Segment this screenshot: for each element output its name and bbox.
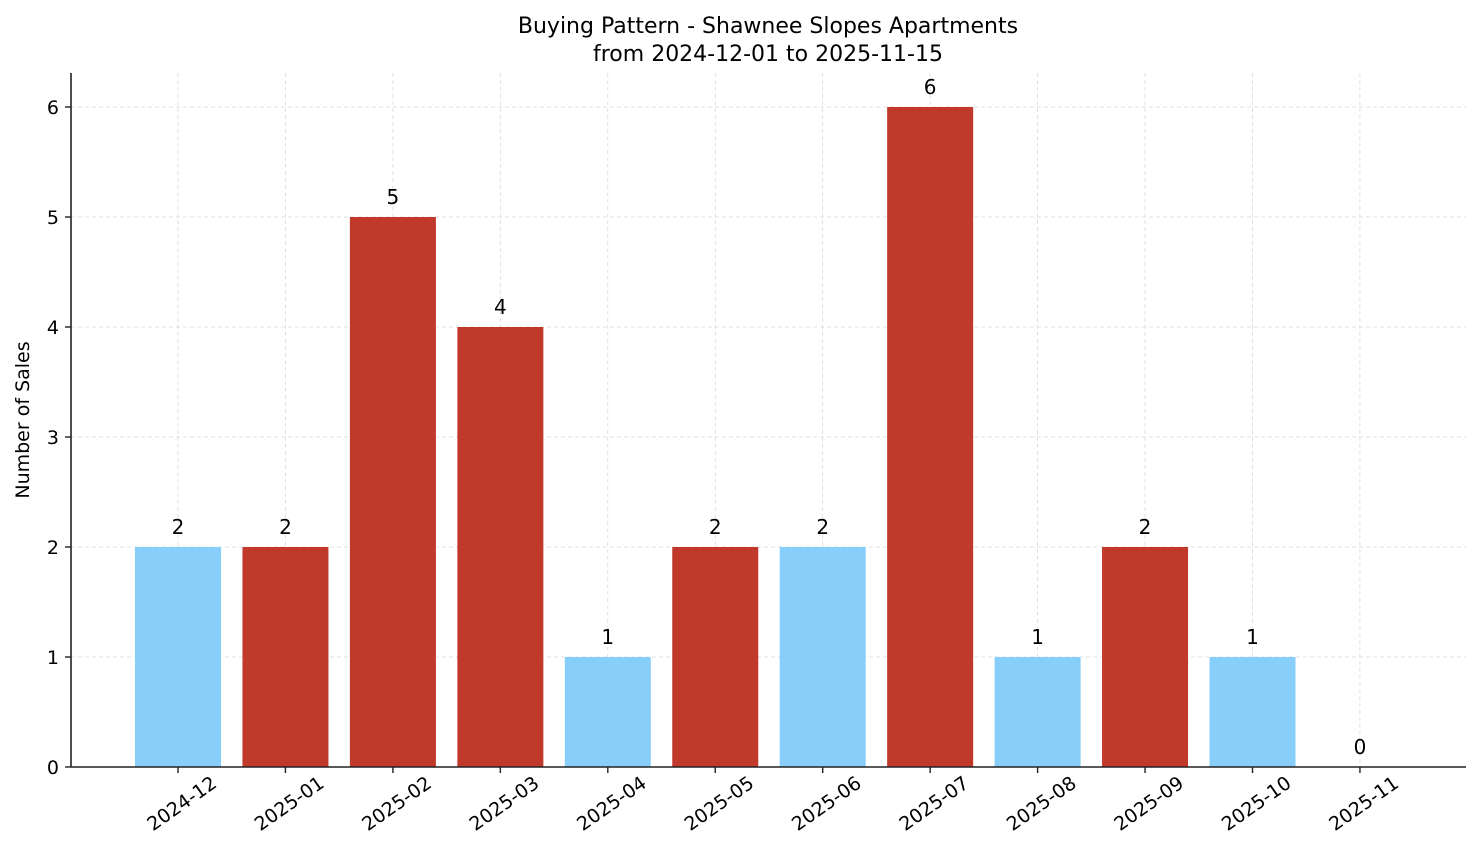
bar-value-label: 2: [1139, 515, 1152, 539]
y-tick-label: 5: [47, 207, 59, 229]
bar-value-label: 1: [601, 625, 614, 649]
bar-value-label: 6: [924, 75, 937, 99]
x-tick-label: 2025-08: [1003, 772, 1081, 836]
bar-value-label: 2: [279, 515, 292, 539]
x-tick-label: 2025-09: [1110, 772, 1188, 836]
y-tick-label: 1: [47, 647, 59, 669]
x-tick-label: 2025-06: [788, 772, 866, 836]
y-tick-label: 6: [47, 97, 59, 119]
bar-2025-09: [1102, 547, 1189, 767]
axes: [70, 73, 1466, 768]
x-tick-label: 2025-07: [895, 772, 973, 836]
bar-value-label: 5: [387, 185, 400, 209]
bar-2025-08: [994, 657, 1081, 767]
bar-value-label: 2: [709, 515, 722, 539]
bar-2025-02: [349, 217, 436, 767]
subtitle: from 2024-12-01 to 2025-11-15: [593, 42, 943, 67]
bar-2024-12: [135, 547, 221, 767]
bar-value-label: 1: [1031, 625, 1044, 649]
grid-lines: [71, 73, 1466, 767]
y-tick-label: 2: [47, 537, 59, 559]
x-tick-label: 2025-04: [573, 772, 651, 836]
y-tick-label: 4: [47, 317, 59, 339]
bar-value-label: 2: [172, 515, 185, 539]
bar-value-labels: 2 2 5 4 1 2 2 6 1 2 1 0: [172, 75, 1367, 759]
x-tick-label: 2025-03: [466, 772, 544, 836]
bar-value-label: 0: [1354, 735, 1367, 759]
bar-2025-05: [672, 547, 759, 767]
bar-2025-03: [457, 327, 544, 767]
x-tick-label: 2025-11: [1325, 772, 1403, 836]
x-tick-label: 2025-01: [251, 772, 329, 836]
bar-value-label: 4: [494, 295, 507, 319]
bar-2025-07: [887, 107, 974, 767]
y-tick-label: 0: [47, 757, 59, 779]
y-axis-label: Number of Sales: [12, 341, 34, 498]
y-ticks: 0 1 2 3 4 5 6: [47, 97, 71, 779]
bar-value-label: 1: [1246, 625, 1259, 649]
title: Buying Pattern - Shawnee Slopes Apartmen…: [518, 14, 1018, 39]
bar-2025-01: [242, 547, 329, 767]
y-tick-label: 3: [47, 427, 59, 449]
x-tick-label: 2024-12: [143, 772, 221, 836]
x-tick-label: 2025-10: [1218, 772, 1296, 836]
bars: [135, 107, 1296, 767]
x-ticks: 2024-12 2025-01 2025-02 2025-03 2025-04 2025-…: [143, 767, 1403, 836]
bar-2025-10: [1209, 657, 1296, 767]
bar-2025-04: [564, 657, 651, 767]
bar-2025-06: [779, 547, 866, 767]
x-tick-label: 2025-02: [358, 772, 436, 836]
bar-value-label: 2: [816, 515, 829, 539]
x-tick-label: 2025-05: [680, 772, 758, 836]
chart-title: Buying Pattern - Shawnee Slopes Apartmen…: [518, 14, 1018, 67]
